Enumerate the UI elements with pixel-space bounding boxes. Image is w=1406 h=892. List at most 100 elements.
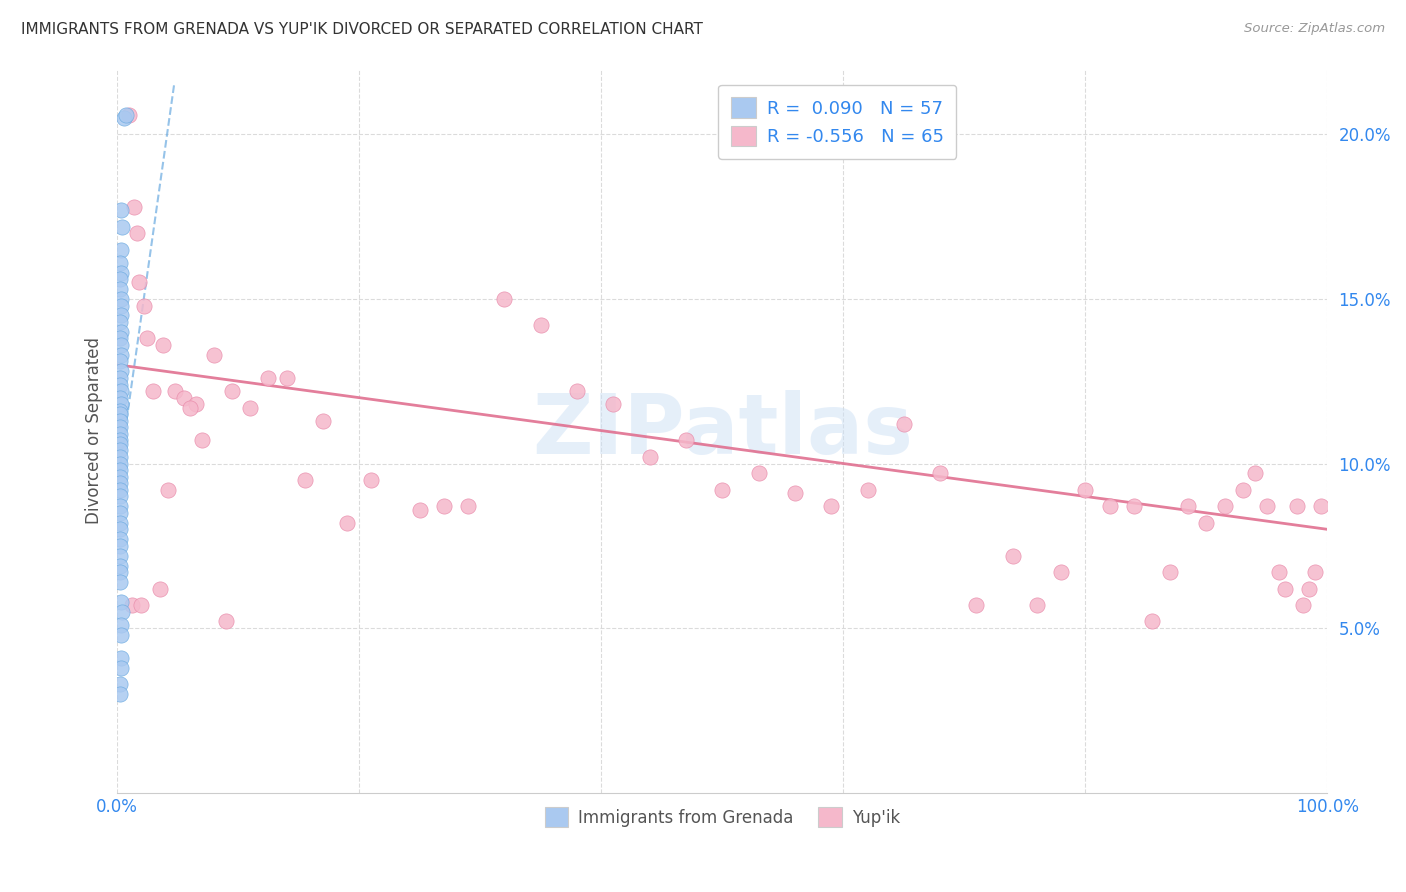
Point bbox=[118, 107, 141, 121]
Point bbox=[110, 617, 132, 632]
Point bbox=[312, 414, 335, 428]
Point bbox=[110, 202, 132, 217]
Point bbox=[110, 628, 132, 642]
Point bbox=[108, 457, 131, 471]
Point bbox=[152, 338, 174, 352]
Point bbox=[108, 436, 131, 450]
Point bbox=[1213, 500, 1236, 514]
Point bbox=[108, 331, 131, 345]
Point bbox=[108, 414, 131, 428]
Text: IMMIGRANTS FROM GRENADA VS YUP'IK DIVORCED OR SEPARATED CORRELATION CHART: IMMIGRANTS FROM GRENADA VS YUP'IK DIVORC… bbox=[21, 22, 703, 37]
Point bbox=[108, 371, 131, 385]
Point bbox=[675, 434, 697, 448]
Point bbox=[783, 486, 806, 500]
Text: ZIPatlas: ZIPatlas bbox=[531, 390, 912, 471]
Point bbox=[108, 391, 131, 405]
Point bbox=[336, 516, 359, 530]
Point bbox=[1292, 598, 1315, 612]
Point bbox=[294, 473, 316, 487]
Point bbox=[108, 558, 131, 573]
Point bbox=[1177, 500, 1199, 514]
Point bbox=[108, 539, 131, 553]
Point bbox=[1159, 565, 1181, 579]
Point bbox=[108, 420, 131, 434]
Point bbox=[565, 384, 588, 398]
Point bbox=[108, 565, 131, 579]
Point bbox=[165, 384, 187, 398]
Point bbox=[108, 407, 131, 421]
Point bbox=[108, 483, 131, 497]
Point bbox=[173, 391, 195, 405]
Point bbox=[108, 469, 131, 483]
Point bbox=[108, 434, 131, 448]
Point bbox=[111, 605, 134, 619]
Point bbox=[1026, 598, 1049, 612]
Point bbox=[638, 450, 661, 464]
Point bbox=[1268, 565, 1291, 579]
Point bbox=[184, 397, 207, 411]
Point bbox=[108, 574, 131, 589]
Point bbox=[110, 660, 132, 674]
Point bbox=[110, 364, 132, 378]
Point bbox=[202, 348, 225, 362]
Y-axis label: Divorced or Separated: Divorced or Separated bbox=[86, 337, 103, 524]
Point bbox=[108, 677, 131, 691]
Point bbox=[128, 276, 150, 290]
Point bbox=[108, 687, 131, 701]
Point bbox=[110, 309, 132, 323]
Point bbox=[276, 371, 298, 385]
Point bbox=[1286, 500, 1309, 514]
Point bbox=[820, 500, 842, 514]
Point bbox=[409, 502, 432, 516]
Point bbox=[108, 450, 131, 464]
Point bbox=[1140, 615, 1163, 629]
Point bbox=[111, 219, 134, 234]
Legend: Immigrants from Grenada, Yup'ik: Immigrants from Grenada, Yup'ik bbox=[536, 799, 908, 835]
Point bbox=[602, 397, 624, 411]
Point bbox=[239, 401, 262, 415]
Point bbox=[110, 595, 132, 609]
Point bbox=[108, 463, 131, 477]
Point bbox=[530, 318, 553, 333]
Point bbox=[157, 483, 180, 497]
Point bbox=[108, 532, 131, 546]
Point bbox=[1243, 467, 1265, 481]
Point bbox=[108, 315, 131, 329]
Point bbox=[108, 272, 131, 286]
Point bbox=[221, 384, 243, 398]
Point bbox=[110, 650, 132, 665]
Point bbox=[110, 397, 132, 411]
Point bbox=[108, 476, 131, 491]
Point bbox=[108, 426, 131, 441]
Point bbox=[856, 483, 879, 497]
Point bbox=[110, 384, 132, 398]
Point bbox=[1001, 549, 1024, 563]
Point bbox=[108, 500, 131, 514]
Point bbox=[108, 522, 131, 536]
Point bbox=[108, 443, 131, 458]
Point bbox=[110, 243, 132, 257]
Point bbox=[110, 338, 132, 352]
Point bbox=[965, 598, 987, 612]
Point bbox=[131, 598, 153, 612]
Point bbox=[494, 292, 516, 306]
Point bbox=[893, 417, 915, 431]
Point bbox=[108, 490, 131, 504]
Point bbox=[122, 200, 145, 214]
Point bbox=[142, 384, 165, 398]
Point bbox=[108, 506, 131, 520]
Point bbox=[1303, 565, 1326, 579]
Point bbox=[132, 298, 155, 312]
Point bbox=[711, 483, 734, 497]
Point bbox=[110, 298, 132, 312]
Point bbox=[114, 107, 136, 121]
Point bbox=[121, 598, 143, 612]
Point bbox=[108, 377, 131, 392]
Point bbox=[360, 473, 382, 487]
Point bbox=[110, 325, 132, 339]
Point bbox=[108, 282, 131, 296]
Point bbox=[148, 582, 170, 596]
Point bbox=[108, 516, 131, 530]
Point bbox=[433, 500, 456, 514]
Point bbox=[110, 348, 132, 362]
